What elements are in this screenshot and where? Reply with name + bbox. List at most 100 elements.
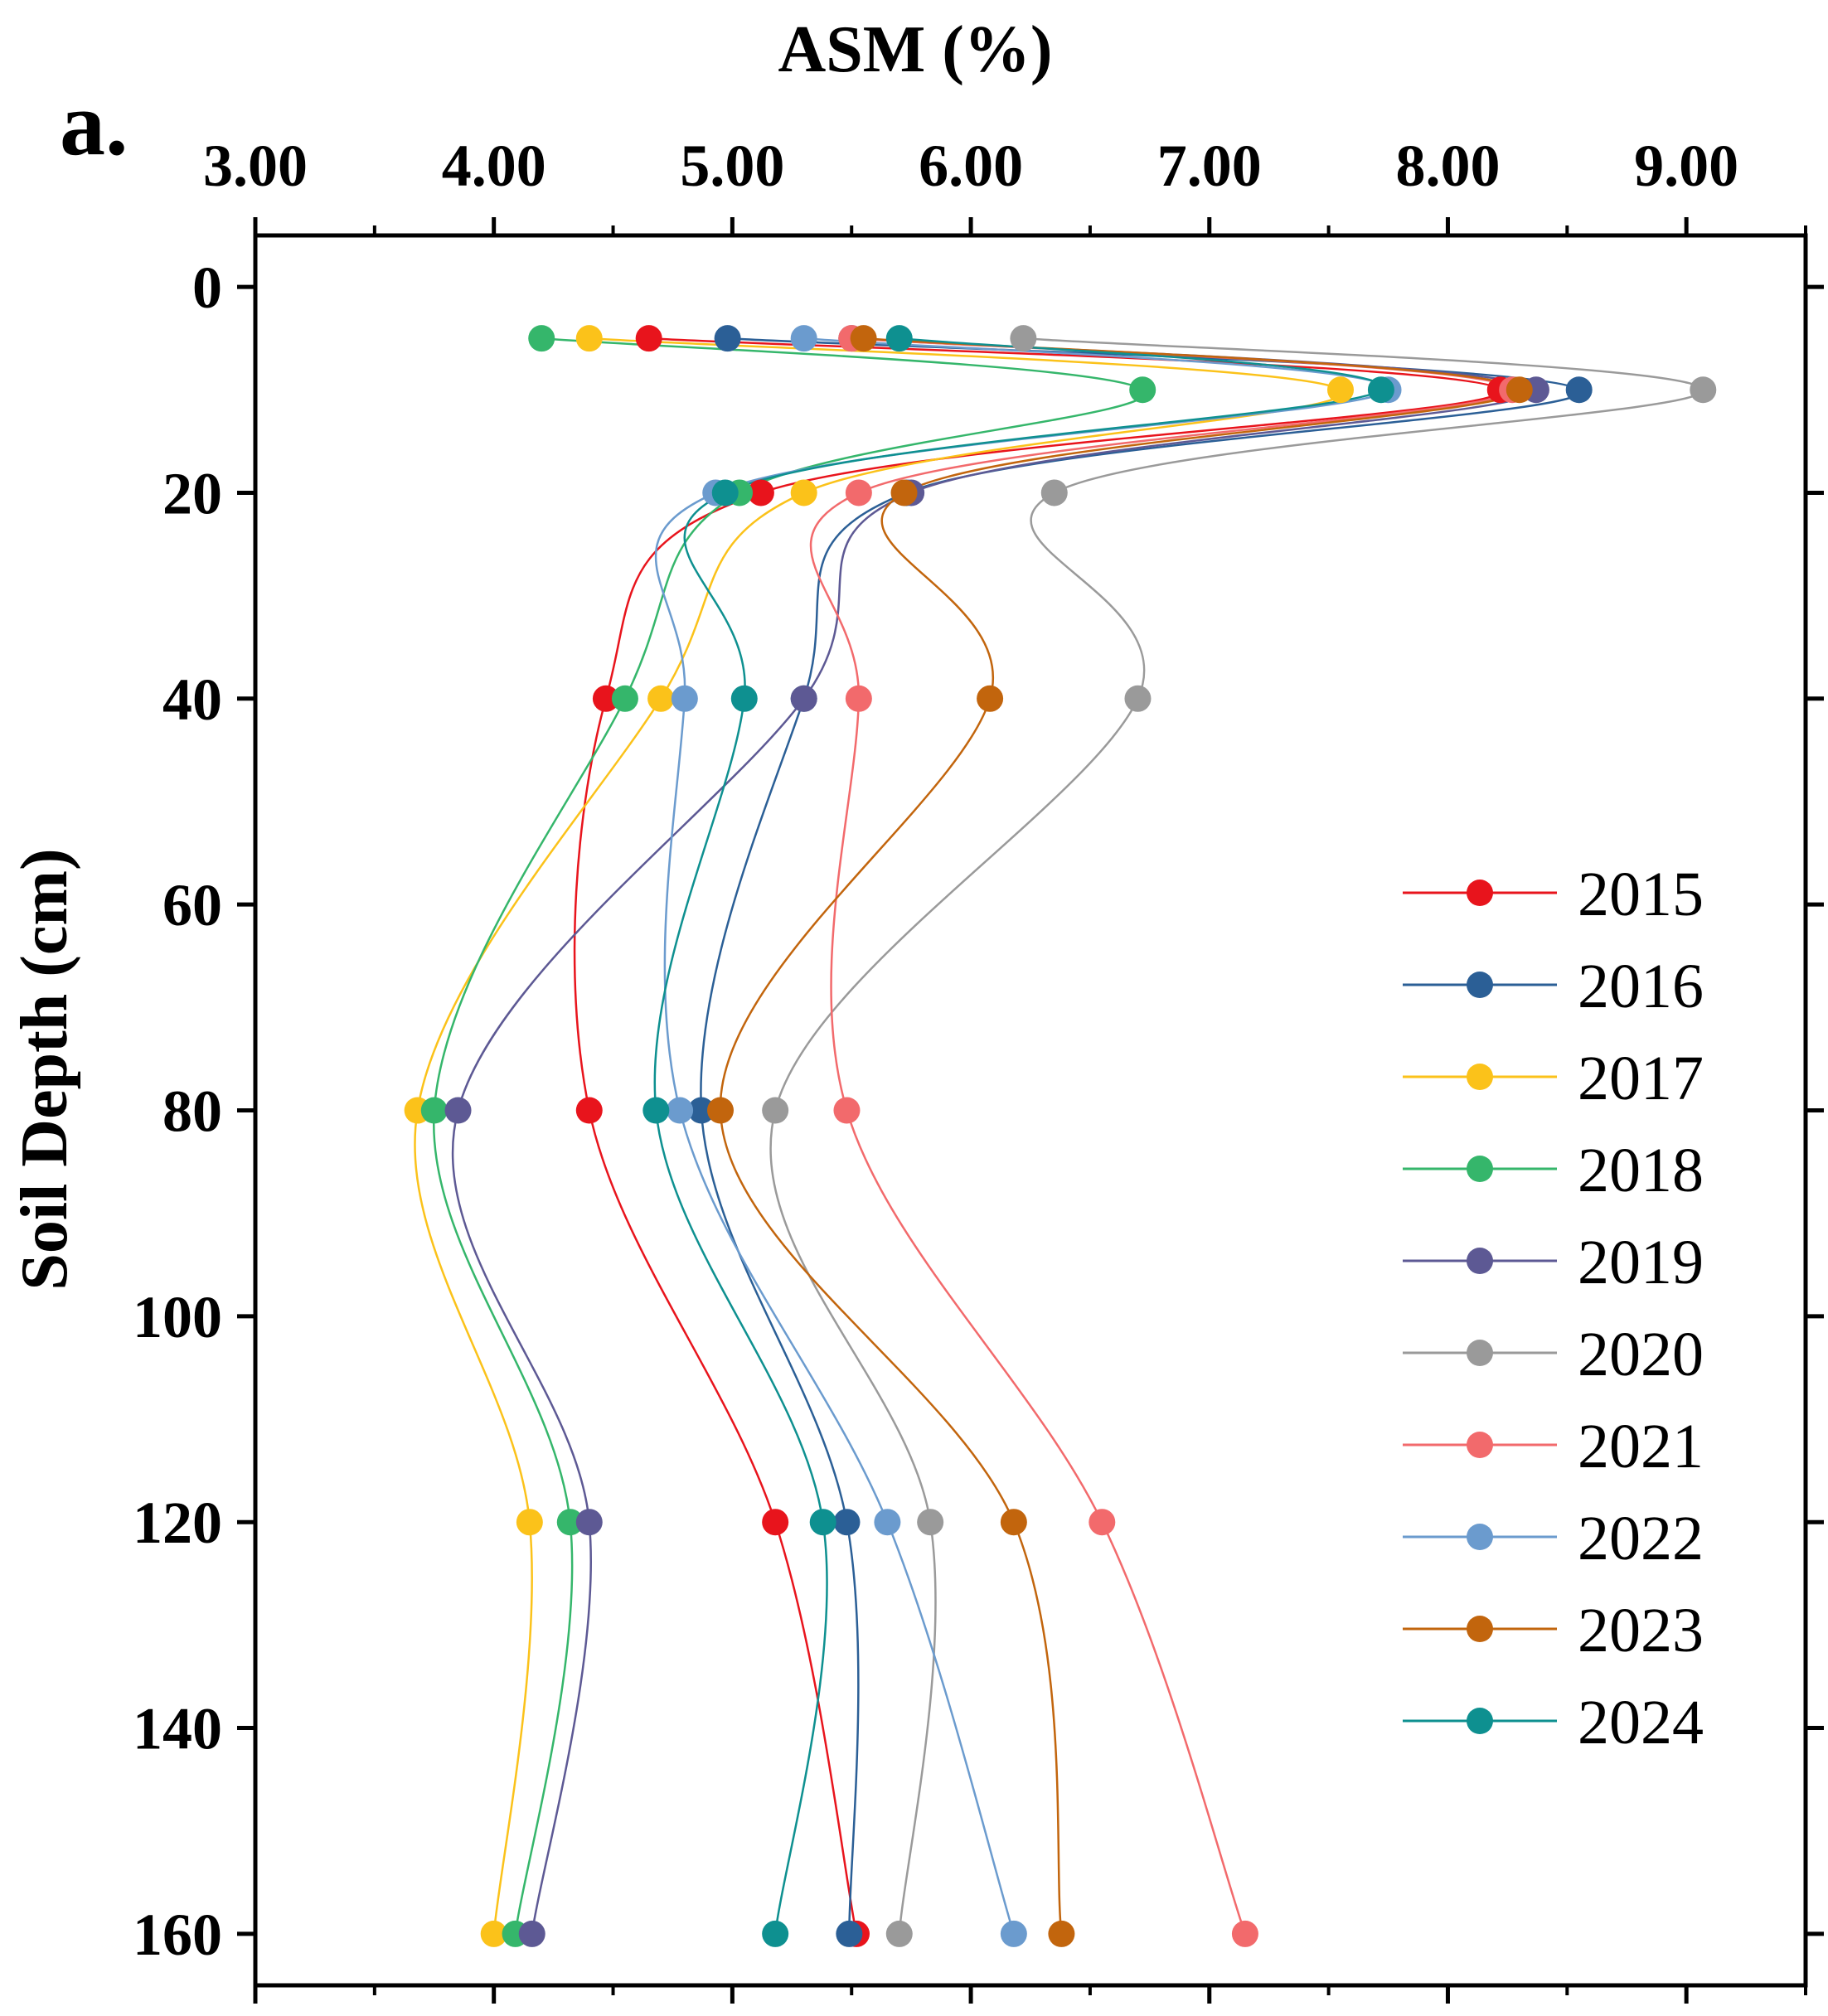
data-point-2017 — [480, 1920, 507, 1947]
series-2021 — [809, 337, 1514, 1935]
data-point-2017 — [790, 479, 817, 506]
plot-frame — [253, 233, 1808, 1988]
data-point-2017 — [647, 685, 675, 712]
legend-item-2015: 2015 — [1403, 860, 1704, 929]
y-tick-label: 20 — [162, 460, 222, 526]
y-tick-label: 0 — [192, 254, 222, 321]
legend-marker — [1467, 972, 1493, 998]
series-line-2016 — [700, 337, 1582, 1934]
data-point-2024 — [885, 325, 913, 352]
data-point-2022 — [667, 1097, 694, 1124]
data-point-2015 — [747, 479, 774, 506]
legend: 2015 2016 2017 2018 2019 2020 2021 2022 2023 2024 — [1403, 860, 1704, 1757]
data-point-2024 — [1367, 376, 1394, 404]
legend-item-2022: 2022 — [1403, 1504, 1704, 1573]
legend-label: 2018 — [1578, 1136, 1704, 1205]
data-point-2020 — [885, 1920, 913, 1947]
series-2015 — [573, 337, 1502, 1935]
series-markers-2020 — [762, 325, 1717, 1947]
legend-marker — [1467, 1156, 1493, 1182]
data-point-2022 — [671, 685, 698, 712]
series-markers-2023 — [707, 325, 1533, 1947]
series-2024 — [653, 337, 1384, 1935]
data-point-2015 — [575, 1097, 603, 1124]
data-point-2024 — [809, 1509, 836, 1536]
legend-label: 2021 — [1578, 1412, 1704, 1481]
legend-marker — [1467, 1616, 1493, 1642]
legend-label: 2022 — [1578, 1504, 1704, 1573]
legend-item-2018: 2018 — [1403, 1136, 1704, 1205]
data-point-2019 — [575, 1509, 603, 1536]
data-point-2018 — [556, 1509, 584, 1536]
legend-item-2017: 2017 — [1403, 1044, 1704, 1113]
series-markers-2019 — [444, 325, 1549, 1947]
legend-label: 2016 — [1578, 952, 1704, 1021]
data-point-2021 — [1089, 1509, 1116, 1536]
legend-item-2024: 2024 — [1403, 1688, 1704, 1757]
data-point-2022 — [1000, 1920, 1027, 1947]
data-point-2021 — [833, 1097, 861, 1124]
data-point-2021 — [845, 479, 872, 506]
data-point-2016 — [714, 325, 741, 352]
series-markers-2022 — [667, 325, 1402, 1947]
series-markers-2017 — [404, 325, 1354, 1947]
series-line-2017 — [414, 337, 1344, 1935]
legend-marker — [1467, 1248, 1493, 1274]
data-point-2023 — [1048, 1920, 1075, 1947]
x-axis-ticks: 3.00 4.00 5.00 6.00 7.00 8.00 9.00 — [203, 133, 1807, 2004]
legend-label: 2015 — [1578, 860, 1704, 929]
data-point-2023 — [1000, 1509, 1027, 1536]
legend-marker — [1467, 1340, 1493, 1366]
legend-item-2021: 2021 — [1403, 1412, 1704, 1481]
series-markers-2021 — [833, 325, 1526, 1947]
legend-item-2019: 2019 — [1403, 1228, 1704, 1297]
x-tick-label: 3.00 — [203, 133, 308, 199]
legend-item-2020: 2020 — [1403, 1320, 1704, 1389]
y-tick-label: 60 — [162, 872, 222, 938]
panel-label: a. — [60, 73, 128, 174]
y-tick-label: 120 — [133, 1490, 222, 1556]
data-point-2021 — [845, 685, 872, 712]
x-tick-label: 7.00 — [1157, 133, 1262, 199]
data-point-2018 — [420, 1097, 448, 1124]
legend-label: 2019 — [1578, 1228, 1704, 1297]
data-point-2020 — [1010, 325, 1037, 352]
series-line-2022 — [654, 337, 1389, 1935]
data-point-2016 — [833, 1509, 861, 1536]
legend-marker — [1467, 880, 1493, 906]
series-line-2021 — [809, 337, 1514, 1935]
legend-marker — [1467, 1524, 1493, 1550]
data-point-2024 — [642, 1097, 670, 1124]
data-point-2017 — [516, 1509, 543, 1536]
series-2018 — [433, 337, 1147, 1935]
data-point-2016 — [1565, 376, 1593, 404]
data-point-2018 — [611, 685, 638, 712]
data-point-2015 — [592, 685, 619, 712]
legend-marker — [1467, 1064, 1493, 1090]
data-point-2018 — [1129, 376, 1156, 404]
data-point-2022 — [874, 1509, 901, 1536]
legend-marker — [1467, 1708, 1493, 1734]
legend-item-2016: 2016 — [1403, 952, 1704, 1021]
series-2017 — [414, 337, 1344, 1935]
data-point-2020 — [762, 1097, 789, 1124]
series-2016 — [700, 337, 1582, 1934]
series-markers-2016 — [687, 325, 1593, 1947]
x-tick-label: 8.00 — [1395, 133, 1500, 199]
series-line-2024 — [653, 337, 1384, 1935]
legend-item-2023: 2023 — [1403, 1596, 1704, 1665]
series-markers-2024 — [642, 325, 1394, 1947]
data-point-2016 — [836, 1920, 863, 1947]
y-axis-title: Soil Depth (cm) — [8, 848, 81, 1290]
data-point-2023 — [890, 479, 918, 506]
data-point-2020 — [1040, 479, 1068, 506]
series-line-2020 — [769, 337, 1704, 1935]
data-point-2023 — [850, 325, 877, 352]
data-point-2020 — [1124, 685, 1152, 712]
data-point-2016 — [687, 1097, 715, 1124]
data-point-2017 — [1327, 376, 1354, 404]
series-2020 — [769, 337, 1704, 1935]
series-layer — [404, 325, 1717, 1947]
legend-label: 2017 — [1578, 1044, 1704, 1113]
